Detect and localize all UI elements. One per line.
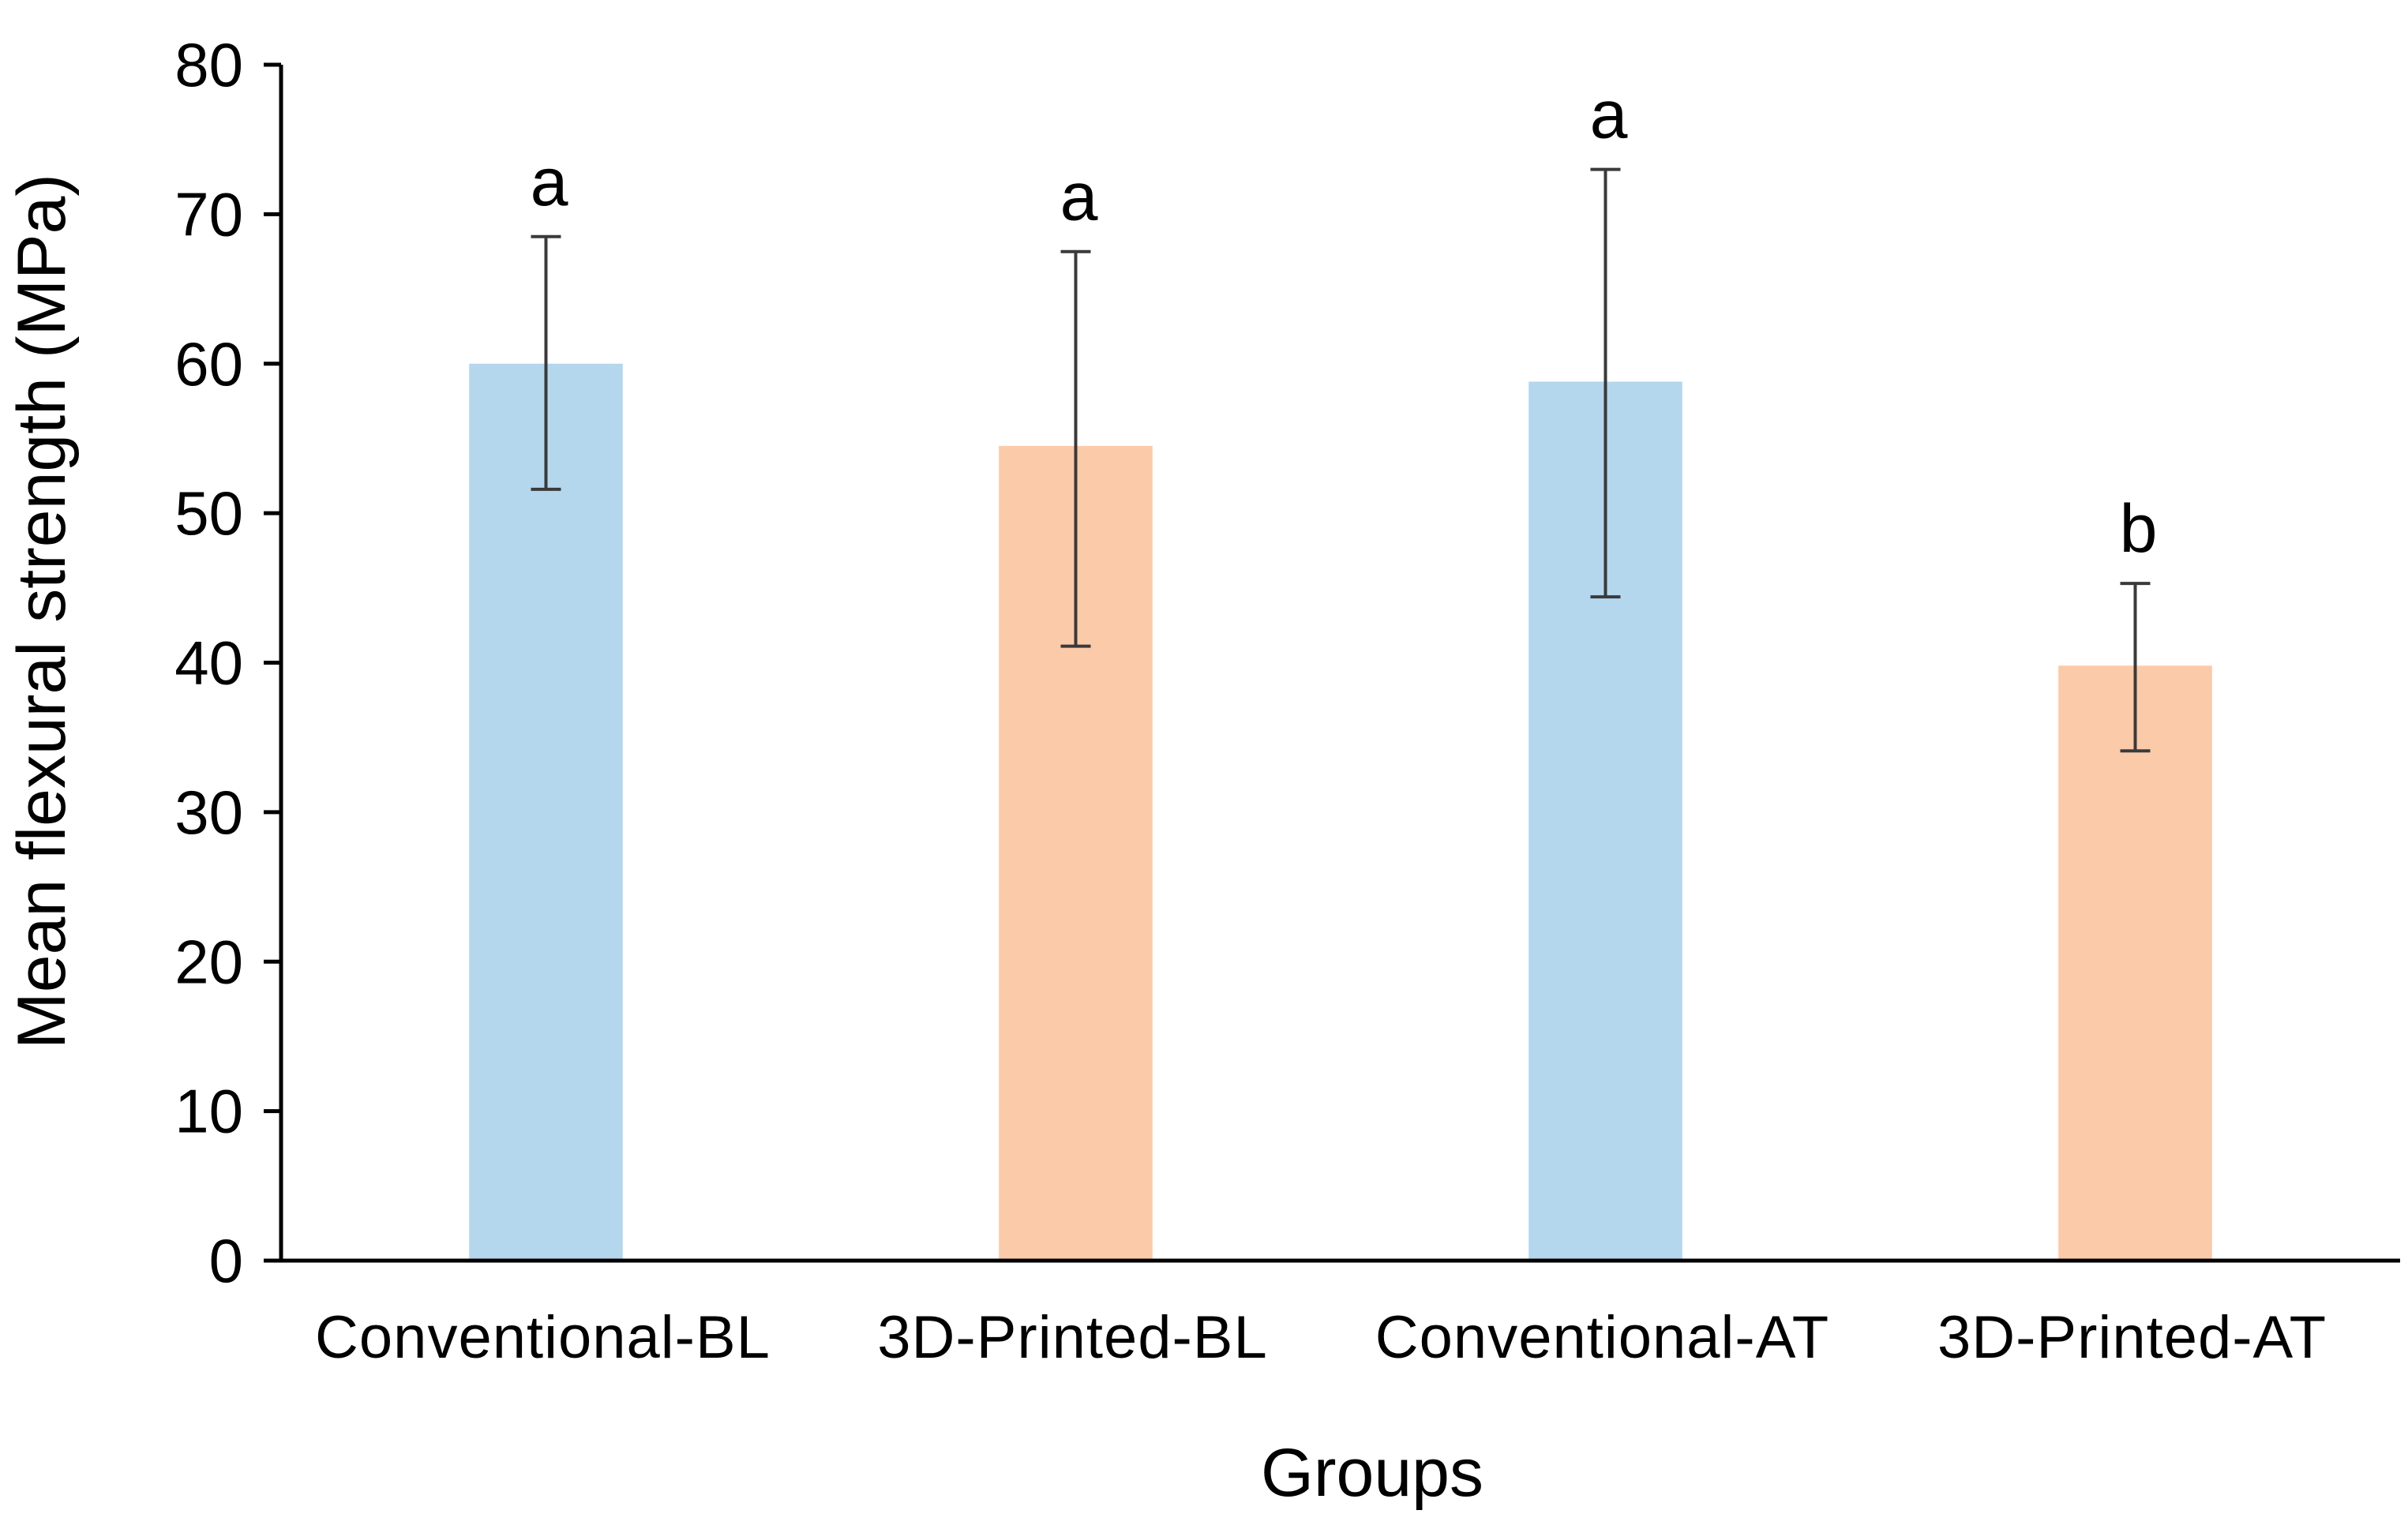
y-tick-label: 80 (174, 30, 243, 99)
y-tick-label: 60 (174, 329, 243, 399)
x-category-label: Conventional-AT (1375, 1304, 1829, 1371)
x-category-labels: Conventional-BL 3D-Printed-BL Conventional… (315, 1304, 2327, 1371)
y-tick-label: 50 (174, 478, 243, 548)
significance-letters: a a a b (531, 77, 2158, 568)
bars-layer (469, 363, 2212, 1261)
significance-letter: b (2120, 491, 2158, 567)
x-category-label: Conventional-BL (315, 1304, 771, 1371)
y-tick-label: 0 (209, 1226, 243, 1295)
y-ticks: 0 10 20 30 40 50 60 70 80 (174, 30, 281, 1295)
y-tick-label: 20 (174, 927, 243, 996)
x-category-label: 3D-Printed-AT (1937, 1304, 2327, 1371)
significance-letter: a (531, 144, 568, 220)
y-tick-label: 70 (174, 179, 243, 249)
bar (469, 363, 623, 1261)
y-tick-label: 30 (174, 778, 243, 847)
significance-letter: a (1060, 159, 1098, 235)
bar (2058, 665, 2212, 1261)
error-bars-layer (531, 167, 2151, 753)
y-tick-label: 40 (174, 628, 243, 698)
y-axis-title: Mean flexural strength (MPa) (4, 174, 80, 1049)
y-tick-label: 10 (174, 1077, 243, 1146)
significance-letter: a (1590, 77, 1628, 153)
x-axis-title: Groups (1261, 1435, 1483, 1511)
x-category-label: 3D-Printed-BL (877, 1304, 1268, 1371)
